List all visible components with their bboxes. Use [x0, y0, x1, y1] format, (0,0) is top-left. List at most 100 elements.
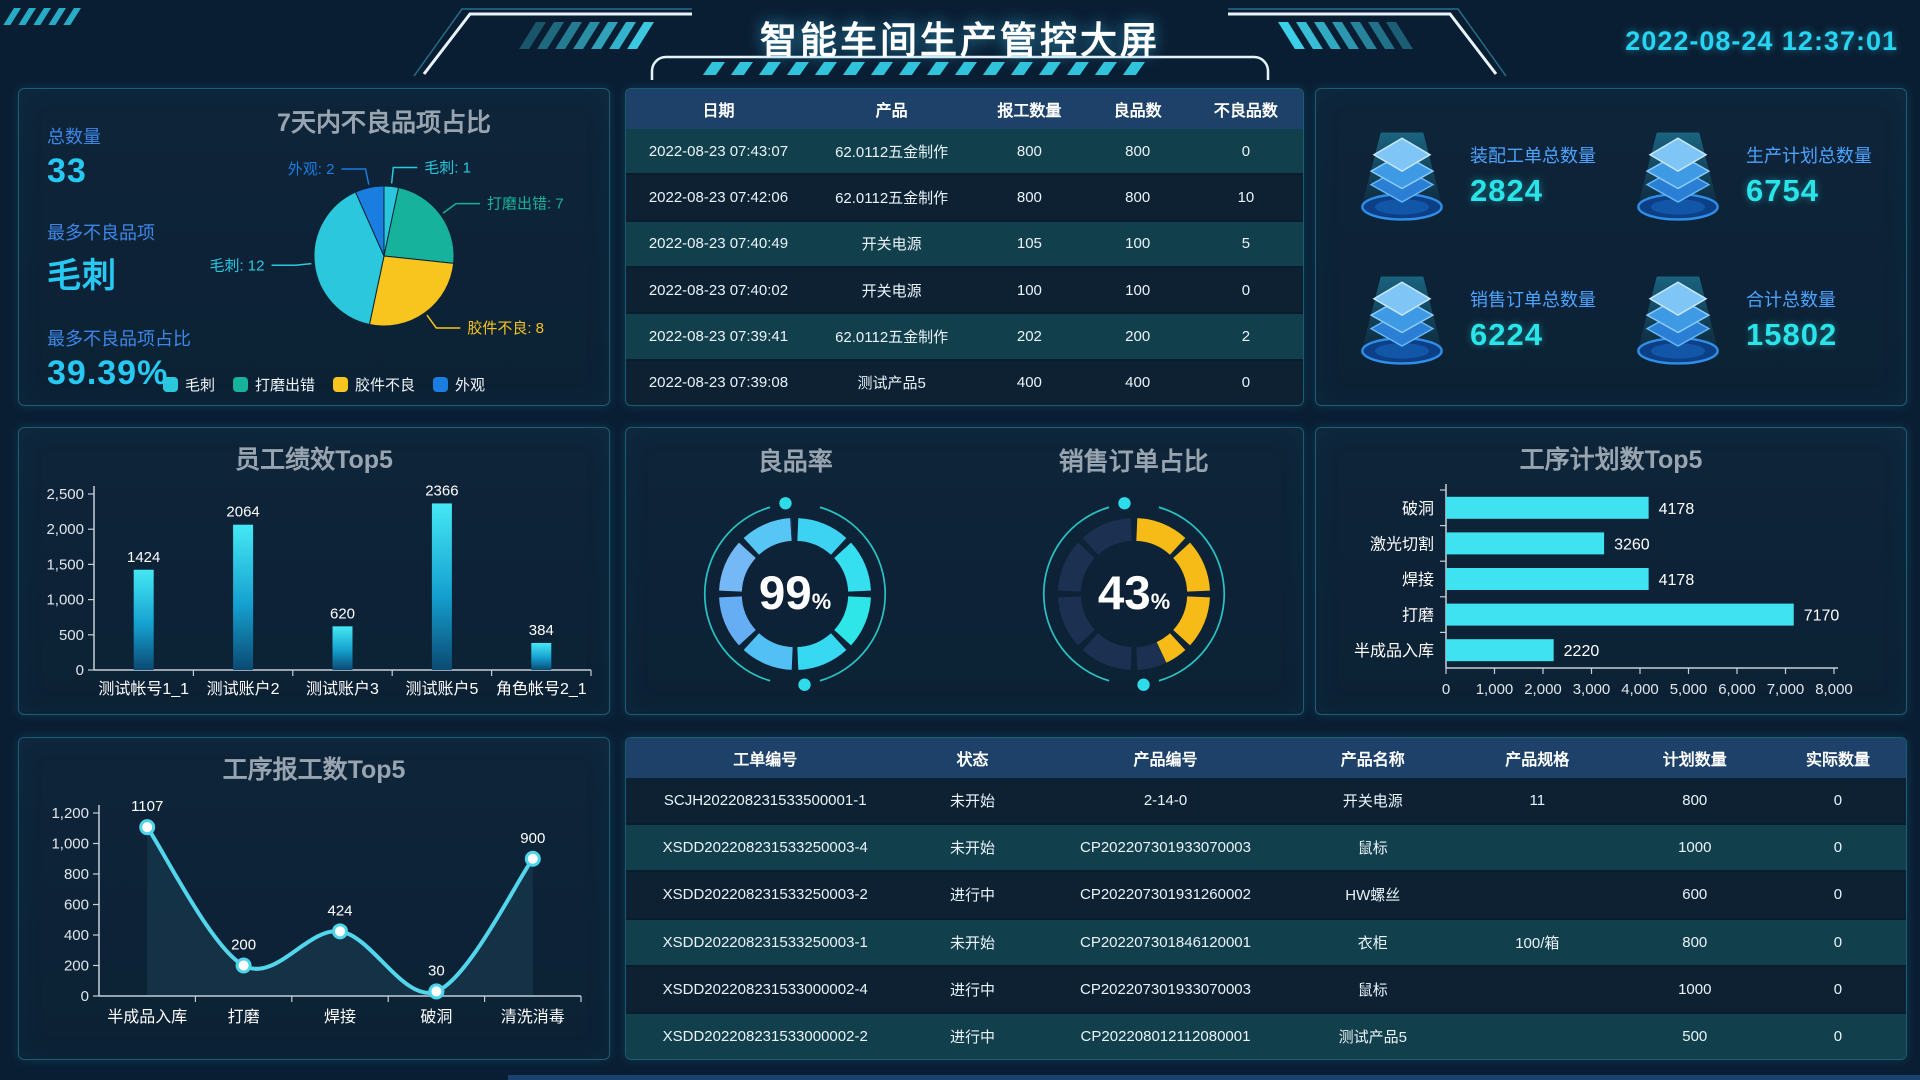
- svg-text:4178: 4178: [1659, 572, 1695, 589]
- table-cell: 1000: [1678, 839, 1712, 857]
- stat-block: 最多不良品项 毛刺: [47, 219, 191, 297]
- table-header-cell: 产品规格: [1505, 752, 1570, 769]
- legend-item[interactable]: 打磨出错: [232, 374, 315, 395]
- table-cell: 100/箱: [1515, 934, 1560, 952]
- table-row[interactable]: 2022-08-23 07:40:49 开关电源 105 100 5: [626, 221, 1303, 268]
- svg-text:打磨出错: 7: 打磨出错: 7: [487, 196, 564, 213]
- svg-text:毛刺: 1: 毛刺: 1: [424, 159, 471, 176]
- svg-text:清洗消毒: 清洗消毒: [501, 1008, 565, 1026]
- table-header-cell: 良品数: [1113, 103, 1162, 120]
- table-header-cell: 报工数量: [997, 103, 1062, 120]
- table-cell: 10: [1237, 188, 1255, 206]
- table-header-cell: 不良品数: [1213, 103, 1278, 120]
- legend-item[interactable]: 外观: [433, 374, 485, 395]
- svg-text:打磨: 打磨: [1402, 607, 1434, 625]
- good-rate-gauge: 99%: [704, 497, 887, 691]
- table-cell: 鼠标: [1357, 840, 1388, 858]
- table-cell: 鼠标: [1357, 981, 1388, 999]
- line-chart-title: 工序报工数Top5: [222, 756, 406, 784]
- table-cell: 开关电源: [1342, 793, 1403, 811]
- stat-card: 装配工单总数量 2824: [1344, 103, 1620, 247]
- table-row[interactable]: XSDD202208231533000002-4 进行中 CP20220730193…: [626, 966, 1906, 1014]
- page-title: 智能车间生产管控大屏: [760, 20, 1160, 61]
- table-cell: SCJH202208231533500001-1: [663, 792, 867, 810]
- table-row[interactable]: XSDD202208231533250003-4 未开始 CP20220730193…: [626, 825, 1906, 873]
- table-cell: 400: [1016, 374, 1042, 392]
- table-cell: 2022-08-23 07:42:06: [648, 188, 789, 206]
- panel-report-table: 日期 产品 报工数量 良品数 不良品数 2022-08-23 07:43:07 62.011…: [625, 88, 1304, 406]
- svg-text:200: 200: [64, 958, 89, 975]
- svg-text:99%: 99%: [759, 567, 831, 620]
- table-cell: 进行中: [949, 1028, 995, 1046]
- svg-text:0: 0: [81, 988, 89, 1005]
- table-cell: 未开始: [949, 934, 995, 952]
- table-cell: 62.0112五金制作: [835, 143, 949, 161]
- svg-text:角色帐号2_1: 角色帐号2_1: [496, 680, 587, 698]
- svg-text:1,500: 1,500: [46, 556, 84, 573]
- card-value: 15802: [1746, 316, 1838, 352]
- stat-value: 毛刺: [47, 257, 117, 295]
- svg-text:半成品入库: 半成品入库: [107, 1008, 187, 1026]
- layers-icon: [1361, 132, 1443, 221]
- card-label: 生产计划总数量: [1746, 145, 1872, 166]
- table-cell: 0: [1833, 980, 1843, 998]
- table-row[interactable]: 2022-08-23 07:39:08 测试产品5 400 400 0: [626, 360, 1303, 405]
- legend-item[interactable]: 毛刺: [162, 374, 215, 395]
- card-label: 合计总数量: [1746, 289, 1836, 310]
- svg-text:2,000: 2,000: [1524, 681, 1562, 698]
- table-cell: 0: [1833, 933, 1843, 951]
- table-cell: 100: [1125, 235, 1151, 253]
- svg-text:测试账户5: 测试账户5: [405, 680, 478, 698]
- svg-text:半成品入库: 半成品入库: [1354, 642, 1434, 660]
- stat-value: 39.39%: [47, 354, 169, 392]
- sales-gauge-box: 销售订单占比 43%: [965, 428, 1304, 714]
- panel-process-line: 工序报工数Top5 0 200 400 600 800 1,000 1,200 1107 半成品…: [18, 737, 610, 1060]
- table-row[interactable]: XSDD202208231533250003-2 进行中 CP20220730193…: [626, 872, 1906, 920]
- layers-icon: [1637, 276, 1719, 365]
- stat-label: 总数量: [47, 127, 101, 147]
- table-row[interactable]: 2022-08-23 07:42:06 62.0112五金制作 800 800 10: [626, 175, 1303, 222]
- legend-label: 毛刺: [184, 377, 215, 394]
- card-value: 6224: [1470, 316, 1543, 352]
- good-rate-title: 良品率: [757, 448, 833, 476]
- table-cell: CP202207301846120001: [1079, 933, 1251, 951]
- table-row[interactable]: SCJH202208231533500001-1 未开始 2-14-0 开关电源 11 8…: [626, 778, 1906, 826]
- table-cell: 400: [1125, 374, 1151, 392]
- table-cell: 0: [1241, 374, 1251, 392]
- table-cell: 1000: [1678, 980, 1712, 998]
- table-cell: 2022-08-23 07:40:49: [648, 235, 789, 253]
- table-cell: HW螺丝: [1345, 887, 1401, 905]
- table-cell: XSDD202208231533250003-4: [662, 839, 868, 857]
- datetime-display: 2022-08-24 12:37:01: [1625, 26, 1898, 56]
- table-cell: 进行中: [949, 981, 995, 999]
- table-row[interactable]: XSDD202208231533000002-2 进行中 CP20220801211…: [626, 1013, 1906, 1059]
- svg-text:2220: 2220: [1564, 643, 1600, 660]
- defect-pie-chart: 毛刺: 1 打磨出错: 7 胶件不良: 8 毛刺: 12 外观: 2: [209, 159, 564, 337]
- table-cell: 2: [1241, 327, 1251, 345]
- svg-text:200: 200: [231, 937, 256, 954]
- table-row[interactable]: 2022-08-23 07:39:41 62.0112五金制作 202 200 2: [626, 314, 1303, 361]
- table-cell: 2022-08-23 07:39:41: [648, 327, 789, 345]
- table-cell: 5: [1241, 235, 1251, 253]
- table-cell: 2022-08-23 07:39:08: [648, 374, 789, 392]
- table-cell: 100: [1016, 281, 1042, 299]
- table-header-row: 工单编号 状态 产品编号 产品名称 产品规格 计划数量 实际数量: [626, 738, 1906, 778]
- legend-swatch: [433, 377, 449, 392]
- table-cell: 62.0112五金制作: [835, 189, 949, 207]
- stat-card: 合计总数量 15802: [1620, 247, 1896, 391]
- stat-block: 最多不良品项占比 39.39%: [47, 325, 191, 393]
- table-cell: 开关电源: [861, 282, 922, 300]
- svg-text:破洞: 破洞: [420, 1008, 452, 1026]
- svg-text:7170: 7170: [1804, 608, 1840, 625]
- table-row[interactable]: XSDD202208231533250003-1 未开始 CP20220730184…: [626, 919, 1906, 967]
- legend-label: 胶件不良: [355, 377, 416, 394]
- svg-text:800: 800: [64, 866, 89, 883]
- legend-item[interactable]: 胶件不良: [333, 374, 415, 395]
- table-cell: 2-14-0: [1143, 792, 1188, 810]
- table-row[interactable]: 2022-08-23 07:43:07 62.0112五金制作 800 800 0: [626, 129, 1303, 176]
- table-cell: CP202207301931260002: [1079, 886, 1251, 904]
- legend-label: 打磨出错: [254, 377, 315, 394]
- table-cell: 100: [1125, 281, 1151, 299]
- table-cell: 2022-08-23 07:43:07: [648, 142, 789, 160]
- table-row[interactable]: 2022-08-23 07:40:02 开关电源 100 100 0: [626, 267, 1303, 315]
